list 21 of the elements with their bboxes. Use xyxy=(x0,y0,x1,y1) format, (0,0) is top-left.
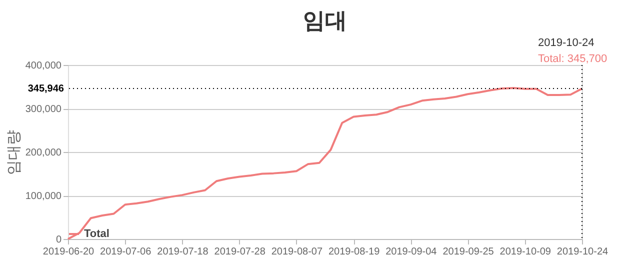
x-tick-label: 2019-09-04 xyxy=(386,246,438,258)
chart-title: 임대 xyxy=(303,8,347,33)
x-tick-label: 2019-06-20 xyxy=(42,246,95,258)
y-tick-label: 0 xyxy=(56,234,62,246)
y-tick-label: 100,000 xyxy=(25,191,62,202)
x-tick-label: 2019-10-09 xyxy=(500,246,552,258)
x-tick-label: 2019-07-18 xyxy=(157,246,209,258)
x-tick-label: 2019-07-28 xyxy=(214,246,266,258)
text: Total: 345,700 xyxy=(538,53,608,65)
text: 2019-10-24 xyxy=(538,37,594,49)
y-axis-title: 임대량 xyxy=(5,130,22,175)
x-tick-label: 2019-09-25 xyxy=(442,246,494,258)
y-tick-label: 400,000 xyxy=(25,60,62,72)
series-label: Total xyxy=(84,228,110,240)
x-tick-label: 2019-08-07 xyxy=(271,246,323,258)
y-tick-label: 200,000 xyxy=(25,148,62,158)
y-tick-label: 300,000 xyxy=(25,104,62,115)
x-tick-label: 2019-10-24 xyxy=(556,246,609,258)
x-tick-label: 2019-07-06 xyxy=(100,246,152,258)
x-tick-label: 2019-08-19 xyxy=(328,246,380,258)
ref-line-label: 345,946 xyxy=(28,84,64,95)
